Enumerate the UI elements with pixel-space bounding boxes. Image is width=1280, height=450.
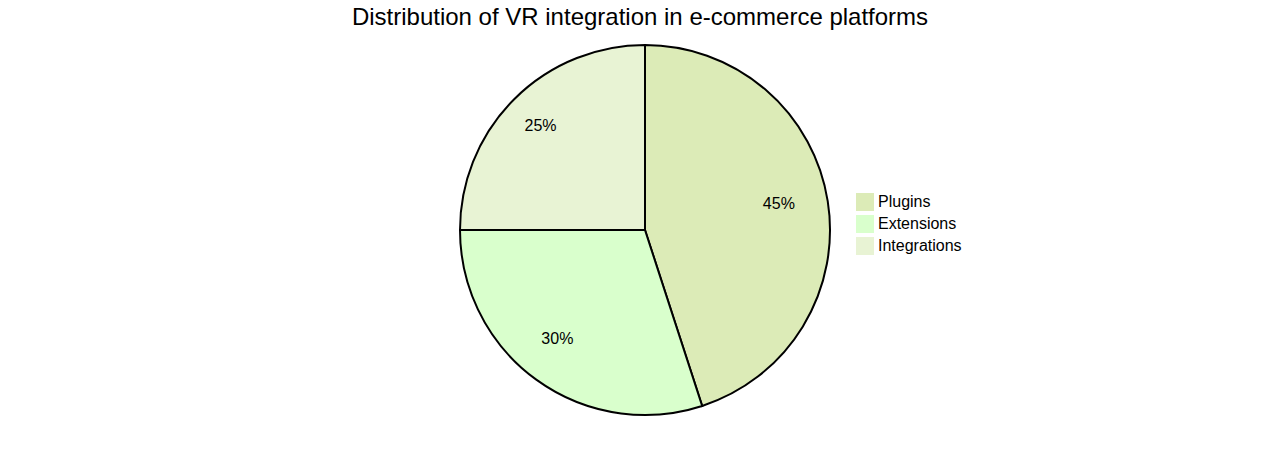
svg-text:25%: 25%	[525, 117, 557, 134]
html-text:Extensions: Extensions	[878, 215, 957, 232]
html-text:Plugins: Plugins	[878, 193, 931, 210]
html-text:Integrations: Integrations	[878, 237, 962, 254]
svg-text:30%: 30%	[541, 330, 573, 347]
html-text:Distribution of VR integration: Distribution of VR integration in e-comm…	[351, 3, 929, 30]
svg-text:45%: 45%	[763, 195, 795, 212]
